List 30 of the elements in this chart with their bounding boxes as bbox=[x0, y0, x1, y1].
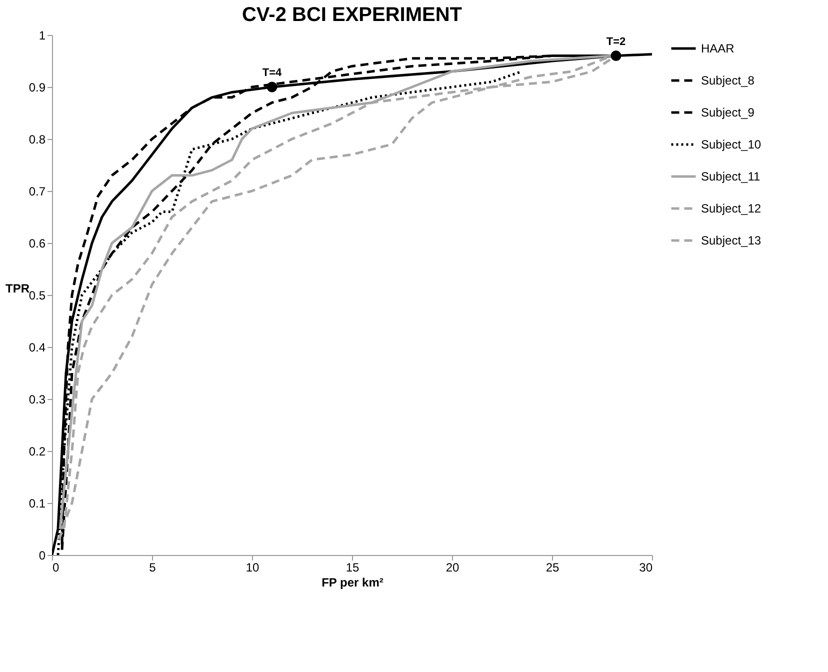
y-tick-label: 1 bbox=[38, 28, 46, 42]
y-tick-label: 0.6 bbox=[28, 236, 46, 250]
x-tick-label: 5 bbox=[149, 560, 156, 574]
legend-label: Subject_13 bbox=[701, 234, 762, 248]
x-tick-label: 15 bbox=[346, 560, 360, 574]
x-axis-title: FP per km² bbox=[322, 576, 384, 590]
y-tick-label: 0.7 bbox=[28, 184, 46, 198]
y-tick-label: 0.5 bbox=[28, 288, 46, 302]
y-tick-label: 0.2 bbox=[28, 444, 46, 458]
x-tick-label: 25 bbox=[546, 560, 560, 574]
legend-label: Subject_10 bbox=[701, 138, 762, 152]
y-tick-label: 0.3 bbox=[28, 392, 46, 406]
chart-title: CV-2 BCI EXPERIMENT bbox=[242, 4, 462, 26]
x-tick-label: 20 bbox=[446, 560, 460, 574]
y-tick-label: 0.8 bbox=[28, 132, 46, 146]
y-tick-label: 0.1 bbox=[28, 496, 46, 510]
legend-label: HAAR bbox=[701, 42, 735, 56]
legend-label: Subject_11 bbox=[701, 170, 760, 184]
legend-label: Subject_8 bbox=[701, 74, 755, 88]
y-axis-title: TPR bbox=[6, 282, 30, 296]
x-tick-label: 10 bbox=[246, 560, 260, 574]
y-tick-label: 0 bbox=[38, 548, 46, 562]
legend-label: Subject_12 bbox=[701, 202, 762, 216]
y-tick-label: 0.4 bbox=[28, 340, 46, 354]
x-tick-label: 0 bbox=[52, 560, 60, 574]
annotation: T=4 bbox=[262, 67, 283, 79]
y-tick-label: 0.9 bbox=[28, 80, 46, 94]
legend-label: Subject_9 bbox=[701, 106, 755, 120]
x-tick-label: 30 bbox=[639, 560, 653, 574]
annotation: T=2 bbox=[606, 36, 626, 48]
